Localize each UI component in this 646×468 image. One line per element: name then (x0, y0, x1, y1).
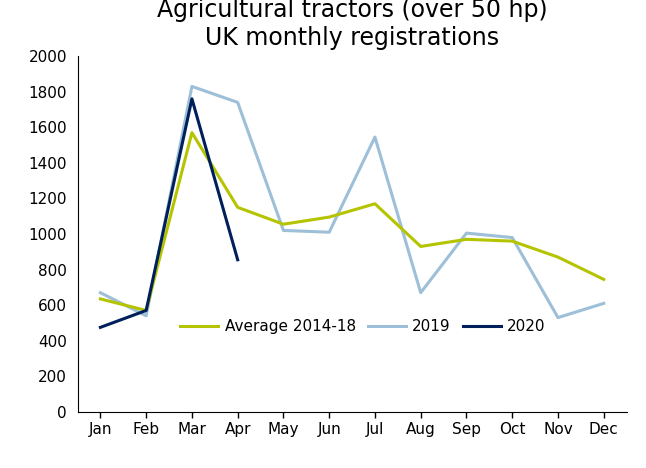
2019 (508, 235, 516, 241)
Average 2014-18 (326, 214, 333, 220)
Legend: Average 2014-18, 2019, 2020: Average 2014-18, 2019, 2020 (174, 313, 552, 340)
2020 (96, 325, 104, 330)
Average 2014-18 (600, 277, 608, 282)
Average 2014-18 (280, 221, 287, 227)
Average 2014-18 (463, 236, 470, 242)
Average 2014-18 (142, 307, 150, 313)
2019 (371, 134, 379, 140)
2019 (234, 100, 242, 105)
2019 (463, 230, 470, 236)
Average 2014-18 (188, 130, 196, 135)
2019 (96, 290, 104, 295)
2019 (554, 315, 562, 321)
2020 (142, 307, 150, 313)
Average 2014-18 (371, 201, 379, 206)
Average 2014-18 (508, 238, 516, 244)
Average 2014-18 (96, 296, 104, 302)
Average 2014-18 (554, 254, 562, 260)
2019 (188, 84, 196, 89)
Line: 2020: 2020 (100, 99, 238, 328)
2020 (188, 96, 196, 102)
Average 2014-18 (417, 244, 424, 249)
2019 (600, 300, 608, 306)
Title: Agricultural tractors (over 50 hp)
UK monthly registrations: Agricultural tractors (over 50 hp) UK mo… (157, 0, 547, 50)
2019 (417, 290, 424, 295)
Average 2014-18 (234, 205, 242, 210)
2019 (326, 229, 333, 235)
Line: Average 2014-18: Average 2014-18 (100, 132, 604, 310)
2019 (280, 227, 287, 233)
Line: 2019: 2019 (100, 87, 604, 318)
2020 (234, 257, 242, 263)
2019 (142, 313, 150, 319)
